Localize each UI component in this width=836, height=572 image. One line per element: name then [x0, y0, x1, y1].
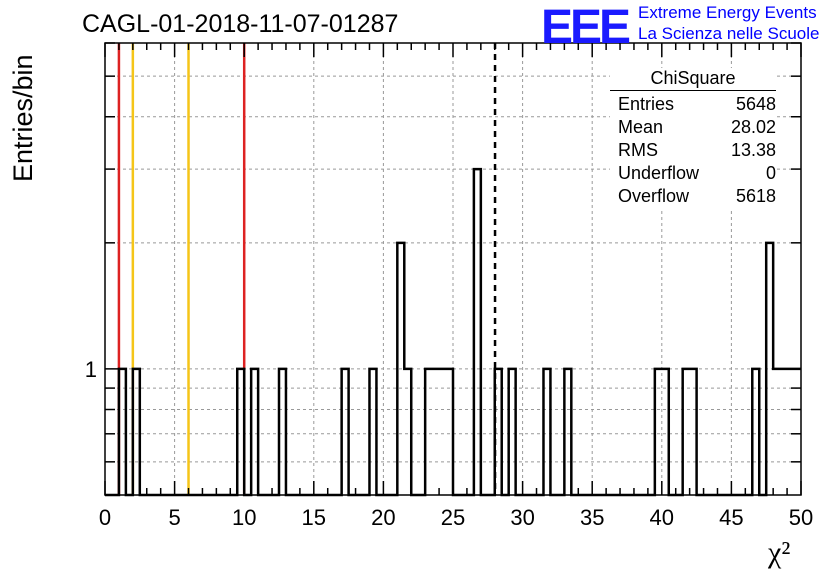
x-tick-label: 30	[510, 505, 534, 530]
x-axis-label: χ²	[768, 536, 790, 570]
stats-value: 5648	[736, 93, 776, 116]
stats-rows: Entries 5648 Mean 28.02 RMS 13.38 Underflow 0 Ov…	[610, 93, 776, 208]
eee-logo: EEE	[541, 0, 628, 55]
stats-label: Entries	[618, 93, 674, 116]
stats-label: Overflow	[618, 185, 689, 208]
stats-value: 5618	[736, 185, 776, 208]
x-tick-label: 20	[371, 505, 395, 530]
y-tick-label: 1	[85, 357, 97, 382]
y-axis-label: Entries/bin	[8, 54, 39, 182]
stats-value: 0	[766, 162, 776, 185]
x-tick-label: 15	[302, 505, 326, 530]
x-tick-label: 0	[99, 505, 111, 530]
stats-label: Underflow	[618, 162, 699, 185]
x-tick-label: 10	[232, 505, 256, 530]
marker-lines	[119, 43, 495, 495]
x-tick-label: 45	[719, 505, 743, 530]
x-tick-label: 40	[650, 505, 674, 530]
brand-line-2: La Scienza nelle Scuole	[638, 24, 819, 44]
x-tick-label: 25	[441, 505, 465, 530]
brand-line-1: Extreme Energy Events	[638, 3, 817, 23]
tick-labels: 0 5 10 15 20 25 30 35 40 45 50 1	[85, 357, 813, 530]
chart-title: CAGL-01-2018-11-07-01287	[82, 10, 398, 39]
stats-label: RMS	[618, 139, 658, 162]
stats-title: ChiSquare	[610, 68, 776, 91]
x-tick-label: 35	[580, 505, 604, 530]
stats-box: ChiSquare Entries 5648 Mean 28.02 RMS 13.38 Un…	[610, 68, 776, 208]
stats-label: Mean	[618, 116, 663, 139]
x-tick-label: 50	[789, 505, 813, 530]
stats-row: Mean 28.02	[610, 116, 776, 139]
stats-row: RMS 13.38	[610, 139, 776, 162]
x-tick-label: 5	[168, 505, 180, 530]
stats-row: Underflow 0	[610, 162, 776, 185]
stats-value: 28.02	[731, 116, 776, 139]
stats-row: Overflow 5618	[610, 185, 776, 208]
stats-row: Entries 5648	[610, 93, 776, 116]
stats-value: 13.38	[731, 139, 776, 162]
